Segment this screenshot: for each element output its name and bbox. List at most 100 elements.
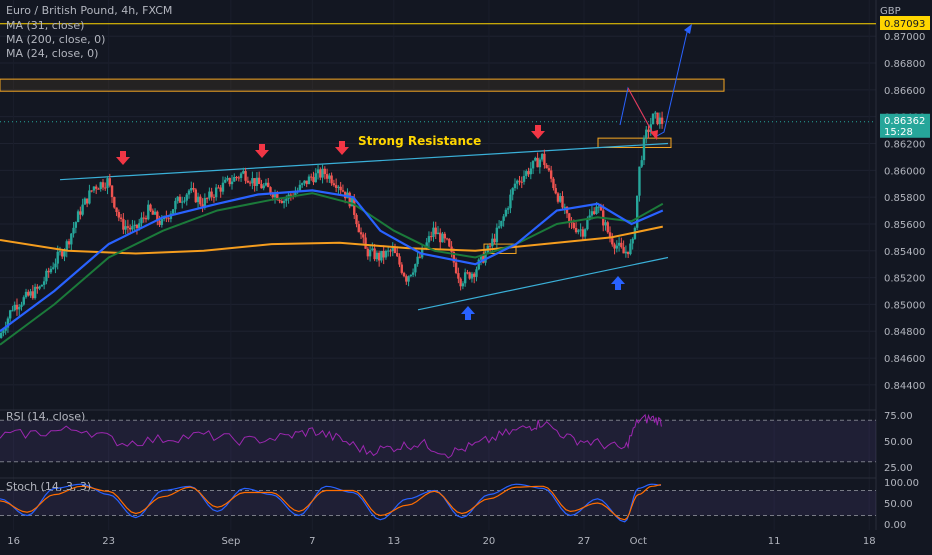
candle-body	[491, 238, 494, 247]
candle-body	[187, 190, 191, 195]
candle-body	[110, 185, 114, 198]
candle-body	[511, 188, 514, 195]
candle-body	[500, 220, 503, 227]
time-tick-label: 7	[309, 536, 315, 547]
price-tick-label: 0.85200	[884, 274, 925, 285]
candle-body	[518, 180, 521, 182]
candle-body	[237, 177, 241, 179]
candle-body	[144, 217, 148, 220]
time-tick-label: 18	[863, 536, 876, 547]
time-axis[interactable]: 16 23 Sep 7 13 20 27 Oct 11 18	[7, 536, 875, 547]
candle-body	[97, 188, 100, 190]
candle-body	[384, 250, 388, 258]
candle-body	[654, 112, 657, 114]
candle-body	[72, 227, 75, 234]
candle-body	[527, 171, 530, 175]
candle-body	[635, 195, 639, 228]
candle-body	[615, 245, 619, 249]
candle-body	[606, 222, 609, 233]
candle-body	[242, 171, 245, 174]
candle-body	[407, 276, 410, 282]
candle-body	[416, 256, 419, 265]
candle-body	[454, 262, 458, 274]
candle-body	[461, 283, 465, 287]
candle-body	[70, 233, 73, 245]
candle-body	[525, 171, 528, 176]
candle-body	[194, 189, 197, 203]
candle-body	[409, 274, 413, 277]
candle-body	[230, 181, 234, 185]
candle-body	[561, 196, 564, 208]
candle-body	[74, 222, 78, 228]
candle-body	[577, 230, 580, 233]
candle-body	[51, 267, 55, 269]
candle-body	[396, 252, 399, 257]
price-tick-label: 0.86000	[884, 166, 925, 177]
candle-body	[83, 198, 87, 205]
candle-body	[0, 332, 3, 338]
candle-body	[190, 187, 193, 191]
candle-body	[95, 186, 98, 189]
candle-body	[651, 113, 655, 125]
candle-body	[178, 196, 182, 203]
candle-body	[353, 197, 356, 215]
candle-body	[579, 229, 582, 231]
candle-body	[339, 186, 342, 191]
indicator-ma-31[interactable]: MA (31, close)	[6, 19, 84, 32]
candle-body	[556, 193, 560, 202]
stoch-tick-label: 50.00	[884, 499, 913, 510]
candle-body	[233, 176, 236, 182]
candle-body	[47, 270, 50, 273]
candle-body	[135, 224, 139, 229]
candle-body	[617, 242, 621, 246]
stoch-label[interactable]: Stoch (14, 3, 3)	[6, 480, 91, 493]
chart-title[interactable]: Euro / British Pound, 4h, FXCM	[6, 4, 172, 17]
resistance-trendline	[59, 142, 669, 181]
candle-body	[400, 264, 403, 273]
candle-body	[201, 204, 204, 208]
candle-body	[418, 256, 422, 258]
candle-body	[414, 264, 417, 273]
candle-body	[151, 210, 154, 215]
candle-body	[199, 196, 202, 205]
candle-body	[321, 168, 324, 178]
peak-arrow-3-head	[335, 147, 349, 155]
rsi-label[interactable]: RSI (14, close)	[6, 410, 85, 423]
candle-body	[128, 227, 132, 230]
candle-body	[147, 204, 150, 220]
price-tick-label: 0.85400	[884, 247, 925, 258]
candle-body	[411, 272, 415, 275]
candle-body	[58, 251, 62, 253]
candle-body	[502, 216, 505, 221]
candle-body	[547, 168, 551, 171]
candle-body	[36, 286, 39, 289]
candle-body	[276, 193, 279, 201]
candle-body	[92, 186, 96, 191]
price-tick-label: 0.85800	[884, 193, 925, 204]
ma-24-line	[0, 192, 664, 346]
candle-body	[99, 182, 102, 190]
candle-body	[221, 182, 225, 192]
candle-body	[583, 229, 587, 237]
candle-body	[382, 250, 385, 258]
candle-body	[359, 232, 363, 235]
candle-body	[375, 252, 379, 260]
candle-body	[522, 175, 526, 182]
candle-body	[475, 269, 478, 277]
price-tick-label: 0.85000	[884, 300, 925, 311]
candle-body	[452, 251, 456, 263]
indicator-ma-24[interactable]: MA (24, close, 0)	[6, 47, 98, 60]
candle-body	[138, 223, 141, 229]
candle-body	[520, 181, 523, 183]
peak-arrow-1-stem	[120, 151, 126, 157]
indicator-ma-200[interactable]: MA (200, close, 0)	[6, 33, 105, 46]
candle-body	[325, 174, 329, 179]
candle-body	[246, 180, 250, 183]
candle-body	[647, 129, 650, 132]
candle-body	[506, 208, 510, 210]
candle-body	[262, 185, 265, 189]
candle-body	[470, 273, 474, 279]
candle-body	[387, 250, 390, 252]
candle-body	[319, 169, 322, 178]
